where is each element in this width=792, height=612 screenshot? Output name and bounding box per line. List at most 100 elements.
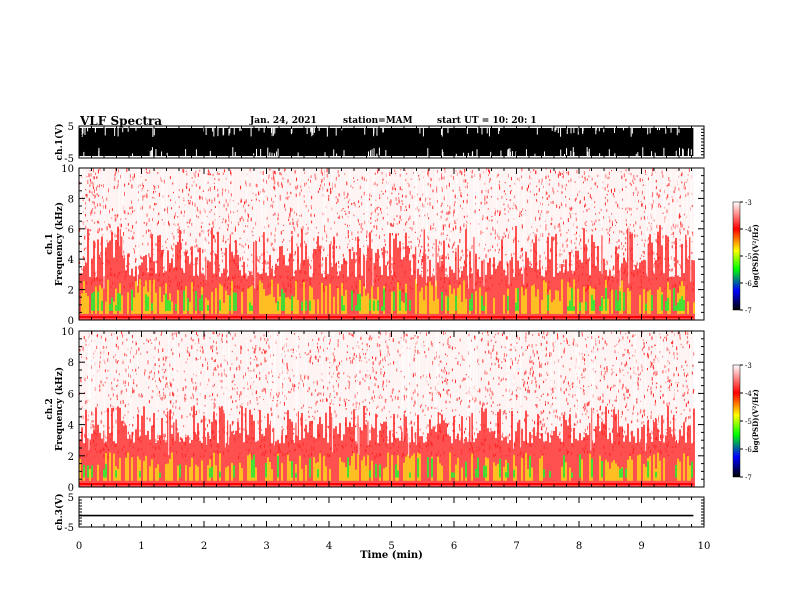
speckle (543, 185, 545, 189)
speckle (308, 387, 310, 390)
yellow-band (275, 302, 277, 314)
speckle (453, 210, 455, 215)
speckle (581, 227, 583, 230)
speckle (239, 243, 241, 246)
speckle (612, 415, 614, 418)
ch1-waveform-gap (509, 151, 511, 156)
speckle (459, 189, 461, 192)
speckle (595, 219, 597, 223)
stripe (523, 168, 525, 285)
speckle (125, 368, 127, 373)
speckle (100, 380, 102, 384)
speckle (560, 423, 562, 427)
green-band (199, 298, 201, 311)
red-band (387, 276, 389, 320)
speckle (124, 183, 126, 187)
speckle (641, 365, 643, 368)
speckle (336, 232, 338, 237)
green-band (341, 295, 343, 311)
speckle (189, 262, 191, 265)
speckle (413, 422, 415, 426)
speckle (512, 269, 514, 273)
speckle (231, 221, 233, 224)
red-band (405, 232, 407, 320)
speckle (503, 203, 505, 206)
red-band (503, 269, 505, 320)
speckle (247, 204, 249, 206)
speckle (388, 353, 390, 356)
speckle (277, 334, 279, 336)
speckle (671, 196, 673, 198)
speckle (259, 261, 261, 263)
speckle (684, 420, 686, 423)
ch1-waveform-gap (311, 128, 313, 134)
speckle (514, 237, 516, 241)
yellow-band (135, 281, 137, 314)
stripe (415, 168, 417, 285)
speckle (436, 355, 438, 358)
speckle (169, 392, 171, 397)
speckle (648, 222, 650, 224)
speckle (191, 222, 193, 226)
speckle (322, 348, 324, 352)
speckle (603, 216, 605, 219)
speckle (261, 351, 263, 354)
speckle (665, 428, 667, 431)
speckle (462, 357, 464, 361)
red-band (307, 259, 309, 320)
speckle (414, 186, 416, 188)
speckle (436, 389, 438, 391)
ch1-waveform-gap (127, 128, 129, 132)
speckle (88, 173, 90, 178)
speckle (521, 226, 523, 229)
red-band (649, 234, 651, 320)
stripe (456, 168, 458, 280)
speckle (606, 262, 608, 265)
speckle (609, 268, 611, 271)
speckle (524, 396, 526, 398)
speckle (685, 416, 687, 419)
speckle (655, 386, 657, 389)
speckle (115, 407, 117, 410)
speckle (266, 180, 268, 184)
speckle (277, 258, 279, 260)
red-band (457, 245, 459, 320)
speckle (441, 187, 443, 189)
stripe (517, 168, 519, 221)
stripe (619, 168, 621, 288)
speckle (501, 435, 503, 438)
speckle (661, 170, 663, 174)
speckle (432, 253, 434, 257)
yellow-band (87, 296, 89, 314)
yellow-band (289, 299, 291, 314)
speckle (97, 220, 99, 224)
speckle (153, 248, 155, 250)
speckle (541, 266, 543, 270)
speckle (259, 377, 261, 381)
speckle (91, 209, 93, 214)
speckle (561, 191, 563, 194)
speckle (94, 205, 96, 209)
speckle (560, 343, 562, 345)
stripe (264, 168, 266, 243)
ch1-waveform-gap (613, 128, 615, 134)
speckle (153, 185, 155, 188)
red-band (529, 266, 531, 320)
speckle (142, 198, 144, 201)
speckle (632, 354, 634, 357)
speckle (545, 168, 547, 170)
speckle (277, 217, 279, 221)
speckle (294, 251, 296, 255)
speckle (80, 267, 82, 270)
speckle (197, 209, 199, 212)
speckle (243, 387, 245, 390)
speckle (529, 182, 531, 185)
speckle (371, 239, 373, 243)
red-band (597, 246, 599, 320)
speckle (237, 222, 239, 224)
speckle (270, 392, 272, 396)
speckle (133, 173, 135, 178)
ch1-waveform-gap (631, 128, 633, 134)
speckle (231, 194, 233, 197)
speckle (602, 181, 604, 183)
